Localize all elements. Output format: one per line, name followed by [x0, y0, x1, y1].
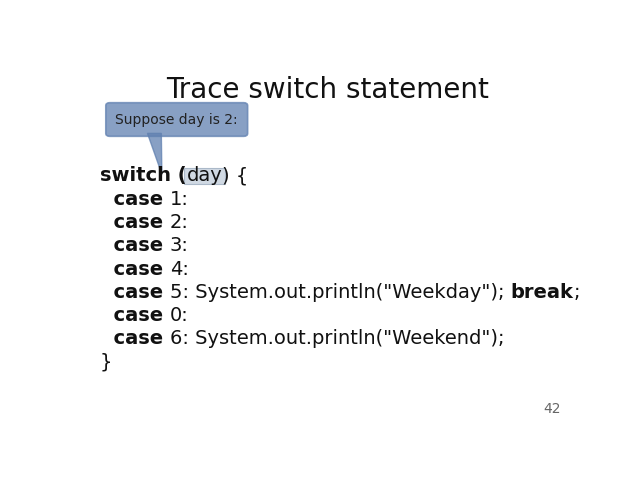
Text: ;: ; — [573, 283, 580, 302]
Text: case: case — [100, 283, 170, 302]
FancyBboxPatch shape — [184, 168, 225, 184]
Text: 6: System.out.println("Weekend");: 6: System.out.println("Weekend"); — [170, 329, 504, 348]
Text: case: case — [100, 190, 170, 209]
FancyBboxPatch shape — [106, 103, 248, 136]
Text: break: break — [511, 283, 573, 302]
Text: 1:: 1: — [170, 190, 189, 209]
Text: Trace switch statement: Trace switch statement — [166, 76, 490, 104]
Text: 2:: 2: — [170, 213, 189, 232]
Text: }: } — [100, 353, 113, 372]
Text: 42: 42 — [543, 402, 561, 416]
Text: case: case — [100, 260, 170, 278]
Text: case: case — [100, 213, 170, 232]
Text: ) {: ) { — [222, 167, 248, 185]
Text: 3:: 3: — [170, 236, 189, 255]
Text: case: case — [100, 306, 170, 325]
Text: Suppose day is 2:: Suppose day is 2: — [115, 112, 238, 127]
Text: case: case — [100, 329, 170, 348]
Text: 5: System.out.println("Weekday");: 5: System.out.println("Weekday"); — [170, 283, 511, 302]
Polygon shape — [147, 133, 162, 174]
Text: switch (: switch ( — [100, 167, 186, 185]
Text: case: case — [100, 236, 170, 255]
Text: 0:: 0: — [170, 306, 188, 325]
Text: day: day — [186, 167, 222, 185]
Text: 4:: 4: — [170, 260, 189, 278]
